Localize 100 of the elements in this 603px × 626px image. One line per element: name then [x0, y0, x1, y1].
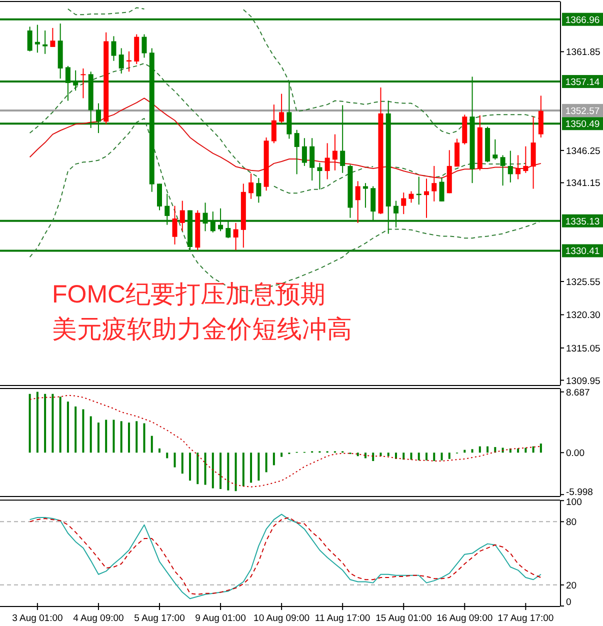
x-tick-label: 11 Aug 17:00 — [314, 613, 370, 624]
x-tick-label: 16 Aug 09:00 — [436, 613, 493, 624]
candlestick — [500, 154, 506, 186]
ref-line-label: 1357.14 — [565, 77, 600, 88]
line-series — [29, 394, 542, 488]
bar — [250, 452, 252, 483]
line-series — [29, 98, 542, 178]
x-tick-label: 17 Aug 17:00 — [498, 613, 554, 624]
bar — [143, 423, 146, 453]
candlestick — [355, 180, 360, 224]
bar — [356, 452, 359, 456]
candlestick — [439, 176, 444, 202]
candlestick — [172, 205, 178, 245]
candlestick — [50, 27, 56, 48]
bar — [464, 450, 466, 453]
bar — [128, 422, 130, 453]
bar — [532, 446, 534, 453]
y-tick-label: 1346.25 — [566, 146, 600, 157]
bar — [28, 394, 31, 453]
y-tick-label: 1341.15 — [566, 178, 600, 190]
y-tick-label: 1361.85 — [566, 47, 600, 58]
candlestick — [424, 178, 429, 218]
y-tick-label: -5.998 — [566, 487, 593, 498]
bar — [227, 452, 230, 490]
y-tick-label: 0.00 — [566, 448, 584, 460]
bar — [166, 452, 168, 458]
bar — [158, 448, 160, 453]
bar — [418, 452, 420, 460]
bar — [410, 452, 412, 460]
bar — [372, 452, 374, 462]
bar — [448, 452, 450, 459]
candlestick — [310, 138, 315, 182]
candlestick — [34, 24, 40, 54]
candlestick — [256, 177, 262, 204]
y-tick-label: 0 — [566, 597, 572, 608]
candlestick — [324, 142, 330, 180]
bar — [234, 452, 237, 492]
bar — [97, 422, 100, 453]
candlestick — [401, 192, 406, 215]
bar — [280, 452, 283, 457]
candlestick — [271, 104, 276, 144]
ref-line-label: 1330.41 — [565, 246, 600, 258]
y-tick-label: 20 — [566, 580, 577, 592]
annotation: FOMC纪要打压加息预期 — [52, 280, 326, 309]
candlestick — [317, 162, 322, 190]
annotation: 美元疲软助力金价短线冲高 — [52, 316, 352, 344]
bar — [181, 452, 184, 474]
bar — [204, 452, 206, 485]
candlestick — [248, 173, 254, 200]
bar — [174, 452, 176, 468]
y-tick-label: 8.687 — [566, 387, 590, 398]
candlestick — [80, 68, 86, 99]
bar — [272, 452, 275, 466]
bar — [433, 452, 436, 462]
candlestick — [142, 34, 147, 58]
bar — [258, 452, 260, 481]
bar — [212, 452, 214, 488]
ref-line-label: 1335.13 — [565, 216, 600, 228]
candlestick — [157, 183, 162, 211]
candlestick — [492, 138, 498, 160]
y-tick-label: 1320.30 — [566, 310, 600, 322]
candlestick — [180, 200, 185, 232]
bar — [265, 452, 268, 472]
bar — [136, 421, 138, 453]
bar — [82, 409, 84, 453]
candlestick — [294, 129, 300, 175]
candlestick — [408, 190, 414, 204]
bar — [387, 452, 390, 456]
bar — [120, 421, 122, 453]
bar — [440, 452, 443, 460]
ref-line-label: 1352.57 — [565, 106, 600, 117]
ref-line-label: 1350.49 — [565, 119, 600, 130]
bar — [52, 394, 54, 453]
candlestick — [362, 182, 368, 208]
candlestick — [42, 30, 48, 54]
candlestick — [523, 146, 528, 174]
bar — [402, 452, 405, 460]
bar — [59, 396, 62, 453]
x-tick-label: 4 Aug 09:00 — [73, 613, 124, 624]
x-tick-label: 3 Aug 01:00 — [12, 613, 63, 624]
bar — [196, 452, 199, 484]
x-tick-label: 15 Aug 01:00 — [376, 613, 432, 624]
bar — [189, 452, 192, 481]
candlestick — [302, 138, 307, 166]
bar — [486, 446, 489, 453]
bar — [220, 452, 222, 490]
bar — [426, 452, 428, 460]
bar — [150, 436, 153, 453]
bar — [66, 402, 69, 453]
bar — [364, 452, 366, 458]
candlestick — [126, 50, 132, 72]
bar — [242, 452, 244, 486]
y-tick-label: 1309.95 — [566, 376, 600, 387]
bar — [36, 392, 38, 453]
candlestick — [118, 48, 124, 74]
bar — [478, 446, 481, 453]
ref-line-label: 1366.96 — [565, 14, 600, 26]
bar — [524, 448, 527, 453]
x-tick-label: 5 Aug 17:00 — [134, 613, 185, 624]
candlestick — [516, 154, 521, 180]
